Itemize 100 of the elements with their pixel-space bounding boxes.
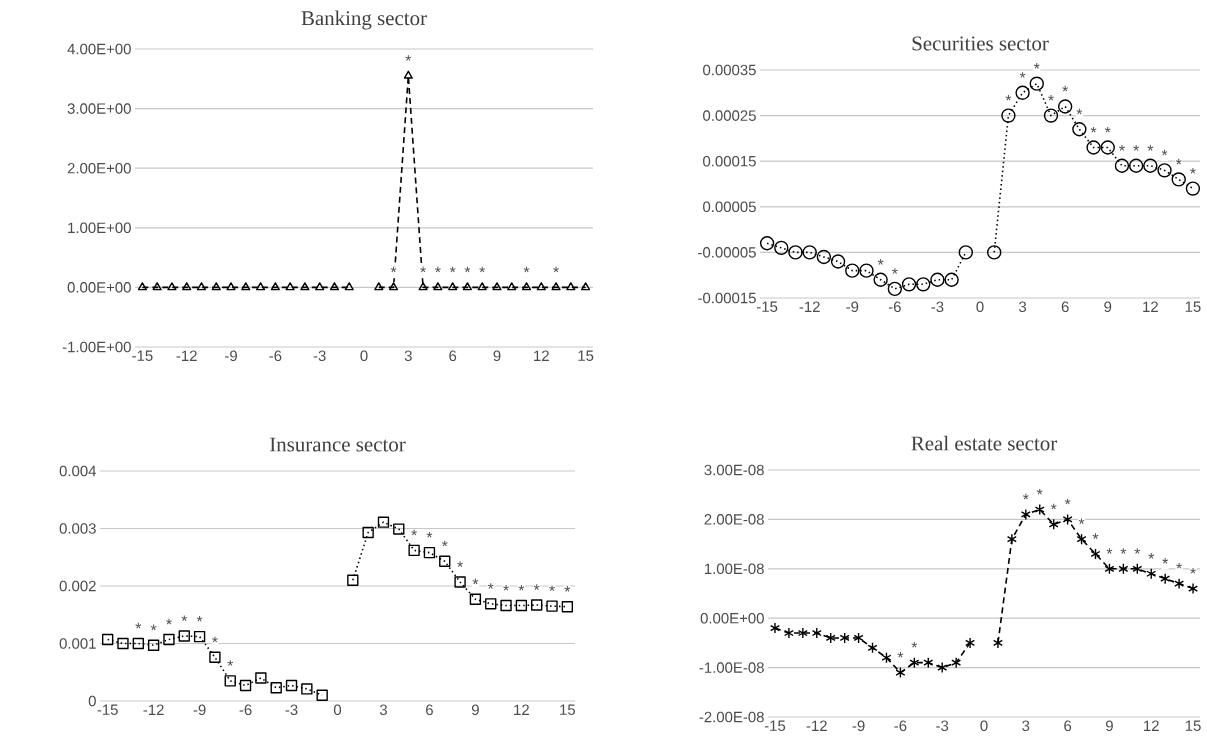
point <box>500 599 512 612</box>
y-tick-label: 1.00E-08 <box>704 563 764 575</box>
point <box>316 689 328 701</box>
point <box>209 651 221 663</box>
x-tick-label: -6 <box>888 301 901 313</box>
y-tick-label: 3.00E+00 <box>67 103 131 114</box>
point <box>1072 122 1087 137</box>
point <box>1174 577 1185 590</box>
point <box>937 661 948 674</box>
data-label: * <box>1022 493 1029 500</box>
point <box>1146 568 1157 580</box>
y-tick-label: 0.00035 <box>703 64 756 76</box>
point <box>1062 513 1073 526</box>
point <box>1020 508 1031 521</box>
x-tick-label: 6 <box>1061 301 1069 313</box>
x-tick-label: -12 <box>176 350 197 361</box>
point <box>132 637 144 650</box>
point <box>769 622 780 634</box>
x-tick-label: -3 <box>931 301 944 313</box>
point <box>944 272 959 287</box>
point <box>845 263 860 278</box>
point <box>377 516 390 528</box>
data-label: * <box>1092 533 1099 539</box>
data-label: * <box>1147 145 1154 151</box>
data-label: * <box>549 585 555 592</box>
point <box>546 600 558 612</box>
point <box>774 240 789 256</box>
point <box>561 601 574 613</box>
x-tick-label: 3 <box>379 704 387 716</box>
point <box>362 526 374 539</box>
y-tick-label: 0.00025 <box>703 110 756 121</box>
point <box>951 656 962 669</box>
point <box>853 632 864 644</box>
point <box>531 599 543 611</box>
data-label: * <box>1190 567 1196 574</box>
data-label: * <box>533 584 540 590</box>
data-label: * <box>1090 126 1097 133</box>
point <box>1034 503 1045 516</box>
x-tick-label: 12 <box>514 704 529 715</box>
x-tick-label: 9 <box>1105 720 1113 732</box>
point <box>163 633 175 646</box>
point <box>930 272 945 287</box>
y-tick-label: 0.002 <box>59 580 96 592</box>
y-tick-label: -2.00E-08 <box>699 711 764 723</box>
data-label: * <box>503 584 509 591</box>
x-tick-label: -6 <box>239 704 252 716</box>
point <box>255 672 267 684</box>
point <box>1058 99 1073 114</box>
x-tick-label: 9 <box>1104 301 1112 313</box>
point <box>408 544 420 557</box>
x-tick-label: 9 <box>493 350 501 362</box>
y-tick-label: 0.00005 <box>703 201 756 213</box>
data-label: * <box>553 266 559 273</box>
point <box>958 245 973 260</box>
data-label: * <box>449 266 456 273</box>
y-tick-label: -0.00015 <box>698 292 756 304</box>
data-label: * <box>1104 126 1111 133</box>
x-tick-label: 0 <box>980 720 988 732</box>
x-tick-label: 6 <box>1064 720 1072 732</box>
y-tick-label: 1.00E+00 <box>68 222 131 234</box>
data-label: * <box>435 266 441 273</box>
point <box>101 633 114 646</box>
x-tick-label: 15 <box>560 704 576 715</box>
y-tick-label: 0.003 <box>59 523 96 534</box>
x-tick-label: 15 <box>578 350 594 361</box>
point <box>1015 85 1030 100</box>
data-label: * <box>420 266 426 273</box>
x-tick-label: 9 <box>471 704 479 716</box>
point <box>1090 548 1101 560</box>
point <box>825 632 836 644</box>
data-label: * <box>227 660 234 666</box>
point <box>301 683 313 695</box>
point <box>469 593 482 605</box>
x-tick-label: -9 <box>846 301 859 313</box>
point <box>859 263 874 278</box>
point <box>515 599 528 612</box>
point <box>1104 563 1115 575</box>
chart-title: Banking sector <box>301 10 427 30</box>
x-tick-label: 15 <box>1185 720 1201 731</box>
point <box>759 236 775 251</box>
x-tick-label: -6 <box>894 720 907 732</box>
x-tick-label: 3 <box>404 350 412 362</box>
data-label: * <box>150 624 157 631</box>
point <box>816 249 832 265</box>
data-label: * <box>405 55 412 61</box>
point <box>788 245 803 260</box>
point <box>867 642 878 654</box>
y-tick-label: 0.00E+00 <box>700 612 764 624</box>
point <box>881 652 892 664</box>
data-label: * <box>1106 548 1113 554</box>
x-tick-label: -3 <box>285 704 298 716</box>
point <box>1160 573 1171 585</box>
point <box>147 639 160 651</box>
point <box>423 546 436 559</box>
data-label: * <box>1162 558 1169 564</box>
data-label: * <box>1019 72 1026 78</box>
data-label: * <box>1078 518 1085 525</box>
point <box>965 637 976 649</box>
point <box>239 679 252 692</box>
x-tick-label: 12 <box>1144 720 1159 731</box>
